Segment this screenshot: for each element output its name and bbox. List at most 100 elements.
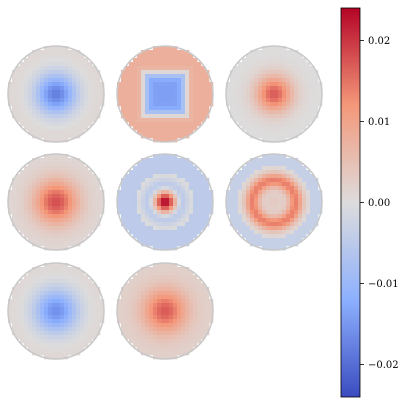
heatmap-cell [96, 82, 101, 87]
heatmap-cell [298, 238, 303, 243]
heatmap-cell [161, 70, 166, 75]
heatmap-cell [48, 303, 53, 308]
heatmap-cell [205, 303, 210, 308]
heatmap-cell [290, 242, 295, 247]
heatmap-cell [274, 230, 279, 235]
heatmap-cell [133, 226, 138, 231]
heatmap-cell [64, 234, 69, 239]
heatmap-cell [84, 178, 89, 183]
heatmap-cell [254, 134, 259, 139]
heatmap-cell [64, 62, 69, 67]
heatmap-cell [173, 246, 178, 251]
heatmap-cell [141, 106, 146, 111]
heatmap-cell [197, 62, 202, 67]
heatmap-cell [242, 222, 247, 227]
heatmap-cell [133, 166, 138, 171]
heatmap-cell [242, 106, 247, 111]
heatmap-cell [32, 323, 37, 328]
heatmap-cell [278, 238, 283, 243]
heatmap-cell [28, 307, 33, 312]
heatmap-cell [282, 134, 287, 139]
heatmap-cell [177, 206, 182, 211]
heatmap-cell [137, 218, 142, 223]
heatmap-cell [157, 287, 162, 292]
heatmap-cell [36, 222, 41, 227]
heatmap-cell [153, 303, 158, 308]
heatmap-cell [173, 226, 178, 231]
heatmap-cell [137, 130, 142, 135]
heatmap-cell [153, 263, 158, 268]
heatmap-cell [56, 275, 61, 280]
heatmap-cell [40, 130, 45, 135]
heatmap-cell [234, 106, 239, 111]
heatmap-cell [274, 126, 279, 131]
heatmap-cell [24, 275, 29, 280]
heatmap-cell [169, 234, 174, 239]
heatmap-cell [68, 186, 73, 191]
heatmap-cell [20, 194, 25, 199]
heatmap-cell [185, 295, 190, 300]
heatmap-cell [169, 347, 174, 352]
heatmap-cell [64, 86, 69, 91]
heatmap-cell [193, 291, 198, 296]
heatmap-cell [149, 78, 154, 83]
heatmap-cell [302, 178, 307, 183]
heatmap-cell [56, 234, 61, 239]
heatmap-cell [173, 210, 178, 215]
heatmap-cell [189, 291, 194, 296]
heatmap-cell [133, 190, 138, 195]
heatmap-cell [16, 327, 21, 332]
heatmap-cell [234, 214, 239, 219]
heatmap-cell [238, 206, 243, 211]
heatmap-cell [56, 94, 61, 99]
heatmap-cell [270, 82, 275, 87]
heatmap-cell [121, 218, 126, 223]
heatmap-cell [181, 271, 186, 276]
heatmap-cell [121, 291, 126, 296]
heatmap-cell [282, 106, 287, 111]
heatmap-cell [76, 267, 81, 272]
heatmap-cell [161, 355, 166, 360]
heatmap-cell [64, 182, 69, 187]
heatmap-cell [24, 343, 29, 348]
heatmap-cell [298, 118, 303, 123]
panel-outline [7, 262, 105, 360]
heatmap-cell [242, 114, 247, 119]
heatmap-cell [145, 118, 150, 123]
heatmap-cell [254, 130, 259, 135]
heatmap-cell [52, 323, 57, 328]
heatmap-cell [173, 218, 178, 223]
heatmap-cell [193, 86, 198, 91]
heatmap-cell [173, 275, 178, 280]
heatmap-cell [44, 118, 49, 123]
heatmap-cell [173, 170, 178, 175]
heatmap-cell [64, 230, 69, 235]
heatmap-cell [72, 62, 77, 67]
heatmap-cell [32, 347, 37, 352]
heatmap-cell [72, 118, 77, 123]
heatmap-cell [32, 327, 37, 332]
heatmap-cell [92, 190, 97, 195]
heatmap-cell [294, 218, 299, 223]
heatmap-cell [133, 323, 138, 328]
heatmap-cell [161, 246, 166, 251]
heatmap-cell [145, 291, 150, 296]
heatmap-cell [254, 50, 259, 55]
heatmap-cell [173, 327, 178, 332]
heatmap-cell [197, 178, 202, 183]
heatmap-cell [153, 166, 158, 171]
heatmap-cell [16, 190, 21, 195]
heatmap-cell [48, 315, 53, 320]
heatmap-cell [185, 186, 190, 191]
heatmap-cell [153, 230, 158, 235]
heatmap-cell [133, 182, 138, 187]
heatmap-cell [189, 323, 194, 328]
heatmap-cell [129, 206, 134, 211]
heatmap-cell [250, 86, 255, 91]
heatmap-cell [270, 226, 275, 231]
heatmap-cell [145, 307, 150, 312]
heatmap-cell [68, 126, 73, 131]
heatmap-cell [52, 319, 57, 324]
heatmap-cell [28, 222, 33, 227]
heatmap-cell [197, 86, 202, 91]
